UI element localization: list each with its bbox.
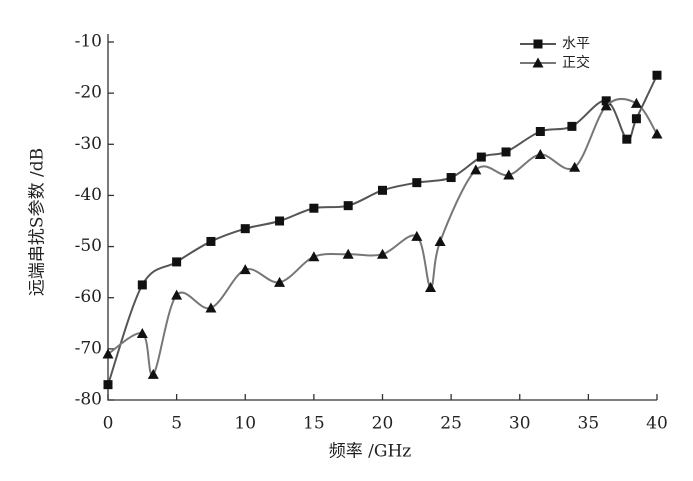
- marker: [535, 127, 545, 136]
- legend-label: 水平: [562, 36, 590, 52]
- marker: [309, 203, 319, 213]
- legend-label: 正交: [562, 54, 590, 71]
- marker: [308, 251, 320, 262]
- x-tick-label: 25: [440, 414, 462, 434]
- y-tick-label: -10: [75, 32, 102, 52]
- y-tick-label: -50: [75, 236, 102, 256]
- y-tick-label: -30: [75, 134, 102, 154]
- x-tick-label: 35: [578, 414, 600, 434]
- marker: [652, 70, 662, 80]
- marker: [622, 134, 632, 144]
- y-tick-label: -40: [75, 185, 102, 205]
- marker: [630, 97, 642, 108]
- marker: [446, 173, 456, 183]
- series-line: [107, 97, 658, 376]
- y-axis-label: 远端串扰S参数 /dB: [28, 148, 48, 296]
- marker: [412, 178, 422, 188]
- marker: [206, 236, 216, 246]
- axes: [107, 34, 657, 401]
- marker: [503, 169, 515, 180]
- marker: [434, 235, 446, 246]
- marker: [569, 161, 581, 172]
- marker: [342, 248, 354, 259]
- y-tick-label: -20: [75, 83, 102, 103]
- marker: [651, 128, 663, 139]
- y-tick-label: -80: [75, 390, 102, 410]
- x-tick-label: 10: [234, 414, 256, 434]
- marker: [378, 185, 387, 195]
- marker: [275, 216, 285, 226]
- marker: [137, 280, 147, 290]
- marker: [600, 100, 612, 111]
- x-axis-label: 频率 /GHz: [329, 442, 412, 462]
- y-tick-label: -60: [75, 287, 102, 307]
- marker: [533, 39, 543, 49]
- marker: [534, 149, 546, 160]
- marker: [172, 257, 182, 267]
- x-tick-label: 15: [303, 414, 325, 434]
- marker: [476, 152, 486, 162]
- x-tick-label: 0: [103, 414, 114, 434]
- marker: [411, 230, 423, 241]
- marker: [470, 164, 482, 175]
- marker: [239, 264, 251, 275]
- marker: [631, 114, 641, 124]
- marker: [343, 201, 353, 211]
- marker: [171, 289, 183, 300]
- marker: [240, 224, 250, 234]
- x-tick-label: 5: [171, 414, 182, 434]
- marker: [103, 380, 113, 390]
- marker: [205, 302, 217, 313]
- marker: [501, 147, 511, 157]
- marker: [136, 328, 148, 339]
- x-tick-label: 30: [509, 414, 531, 434]
- y-tick-label: -70: [75, 338, 102, 358]
- marker: [102, 348, 114, 359]
- marker: [147, 368, 159, 379]
- series-line: [107, 74, 658, 385]
- marker: [274, 276, 286, 287]
- marker: [377, 248, 388, 259]
- marker: [425, 281, 437, 292]
- marker: [567, 121, 577, 131]
- marker: [532, 57, 544, 68]
- x-tick-label: 20: [372, 414, 394, 434]
- x-tick-label: 40: [646, 414, 668, 434]
